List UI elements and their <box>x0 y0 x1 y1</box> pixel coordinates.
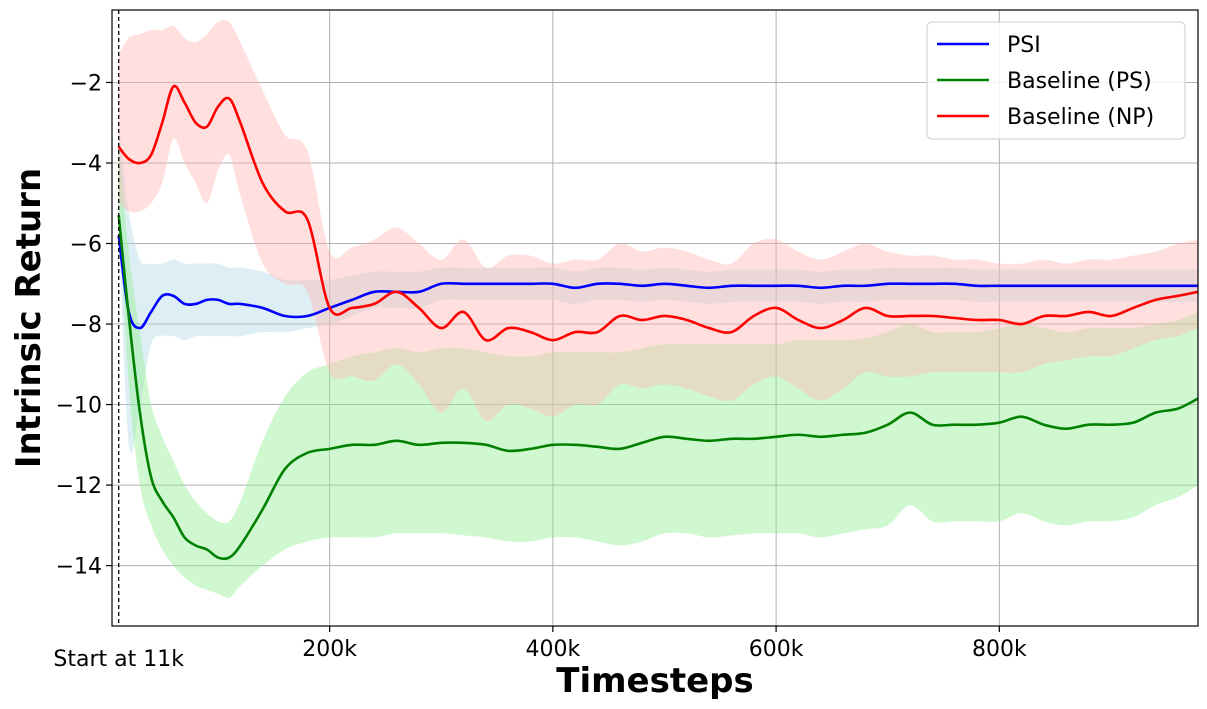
x-axis-ticks: 200k 400k 600k 800k <box>302 626 1027 662</box>
x-axis-title: Timesteps <box>556 661 753 701</box>
y-tick-label: −8 <box>70 313 102 338</box>
y-tick-label: −14 <box>56 555 102 580</box>
start-annotation: Start at 11k <box>53 10 184 672</box>
y-axis-title: Intrinsic Return <box>9 168 49 468</box>
x-tick-label: 400k <box>526 637 581 662</box>
legend-label-baseline-np: Baseline (NP) <box>1007 105 1154 130</box>
band-baseline-np <box>118 20 1199 421</box>
start-marker-label: Start at 11k <box>53 647 184 672</box>
plot-frame <box>111 9 1199 627</box>
x-tick-label: 800k <box>972 637 1027 662</box>
series-lines <box>117 84 1199 561</box>
y-tick-label: −4 <box>70 152 102 177</box>
legend-label-baseline-ps: Baseline (PS) <box>1007 69 1152 94</box>
y-tick-label: −12 <box>56 474 102 499</box>
legend: PSI Baseline (PS) Baseline (NP) <box>926 21 1186 140</box>
legend-box <box>926 21 1186 140</box>
y-tick-label: −2 <box>70 71 102 96</box>
y-axis-ticks: −2 −4 −6 −8 −10 −12 −14 <box>56 71 112 580</box>
series-line-baseline-ps <box>117 215 1199 561</box>
x-tick-label: 600k <box>749 637 804 662</box>
y-tick-label: −10 <box>56 394 102 419</box>
confidence-bands <box>118 20 1199 599</box>
x-tick-label: 200k <box>302 637 357 662</box>
band-baseline-ps <box>118 142 1199 599</box>
legend-label-psi: PSI <box>1007 33 1041 58</box>
band-psi <box>118 122 1199 454</box>
series-line-baseline-np <box>117 84 1199 342</box>
series-line-psi <box>117 235 1198 330</box>
y-tick-label: −6 <box>70 233 102 258</box>
